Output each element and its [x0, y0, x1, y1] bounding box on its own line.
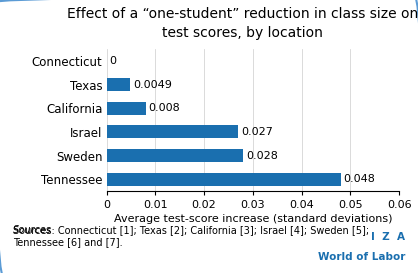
Text: 0.028: 0.028	[246, 151, 278, 161]
Text: 0.048: 0.048	[344, 174, 375, 184]
Text: I  Z  A: I Z A	[372, 232, 405, 242]
Bar	[107, 102, 145, 115]
Bar	[107, 78, 130, 91]
Text: Effect of a “one-student” reduction in class size on: Effect of a “one-student” reduction in c…	[67, 7, 418, 21]
Bar	[107, 149, 243, 162]
Text: Sources: Connecticut [1]; Texas [2]; California [3]; Israel [4]; Sweden [5];
Ten: Sources: Connecticut [1]; Texas [2]; Cal…	[13, 225, 369, 247]
Text: test scores, by location: test scores, by location	[162, 26, 323, 40]
Text: World of Labor: World of Labor	[318, 252, 405, 262]
Text: 0: 0	[110, 56, 117, 66]
Bar	[107, 173, 341, 186]
Text: 0.008: 0.008	[148, 103, 180, 113]
Text: Sources: Sources	[13, 225, 51, 235]
X-axis label: Average test-score increase (standard deviations): Average test-score increase (standard de…	[114, 214, 392, 224]
Text: 0.0049: 0.0049	[133, 80, 172, 90]
Text: 0.027: 0.027	[241, 127, 273, 137]
Bar	[107, 125, 238, 138]
